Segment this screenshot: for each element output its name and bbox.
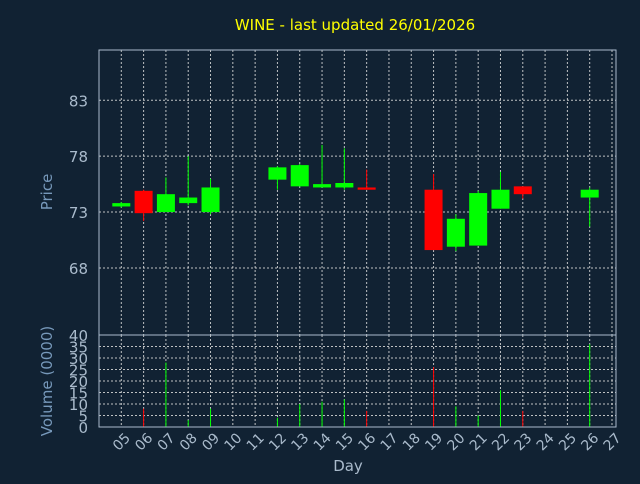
volume-tick-label: 20 [69, 373, 88, 391]
volume-tick-label: 40 [69, 327, 88, 345]
x-tick-labels: 0506070809101112131415161718192021222324… [110, 430, 625, 454]
candle-body [491, 189, 510, 209]
price-tick-label: 68 [69, 260, 88, 278]
candles-layer [112, 145, 599, 252]
candle-body [156, 194, 175, 213]
x-axis-label: Day [333, 457, 363, 475]
volume-tick-label: 30 [69, 350, 88, 368]
volume-axis-label: Volume (0000) [38, 326, 56, 436]
candle-body [335, 183, 354, 188]
volume-plot-frame [98, 334, 617, 428]
price-tick-label: 78 [69, 148, 88, 166]
candle-body [134, 190, 153, 214]
price-tick-label: 83 [69, 92, 88, 110]
volume-tick-label: 0 [78, 419, 88, 437]
volume-bars-layer [143, 344, 591, 427]
candle-body [179, 197, 198, 204]
volume-tick-label: 5 [78, 408, 88, 426]
candle-body [424, 189, 443, 251]
candle-body [513, 186, 532, 195]
volume-tick-label: 35 [69, 339, 88, 357]
price-grid [99, 50, 616, 335]
price-tick-label: 73 [69, 204, 88, 222]
price-tick-labels: 68 73 78 83 [69, 92, 88, 278]
candle-body [469, 193, 488, 246]
candle-body [201, 187, 220, 213]
candle-body [446, 218, 465, 247]
price-axis-label: Price [38, 174, 56, 211]
chart-title: WINE - last updated 26/01/2026 [235, 16, 475, 34]
candle-body [268, 167, 287, 180]
candle-body [580, 189, 599, 198]
volume-tick-label: 10 [69, 396, 88, 414]
candle-body [290, 165, 309, 187]
candle-body [313, 184, 332, 188]
volume-tick-label: 15 [69, 385, 88, 403]
candle-body [112, 203, 131, 207]
volume-tick-label: 25 [69, 362, 88, 380]
candle-body [357, 187, 376, 190]
